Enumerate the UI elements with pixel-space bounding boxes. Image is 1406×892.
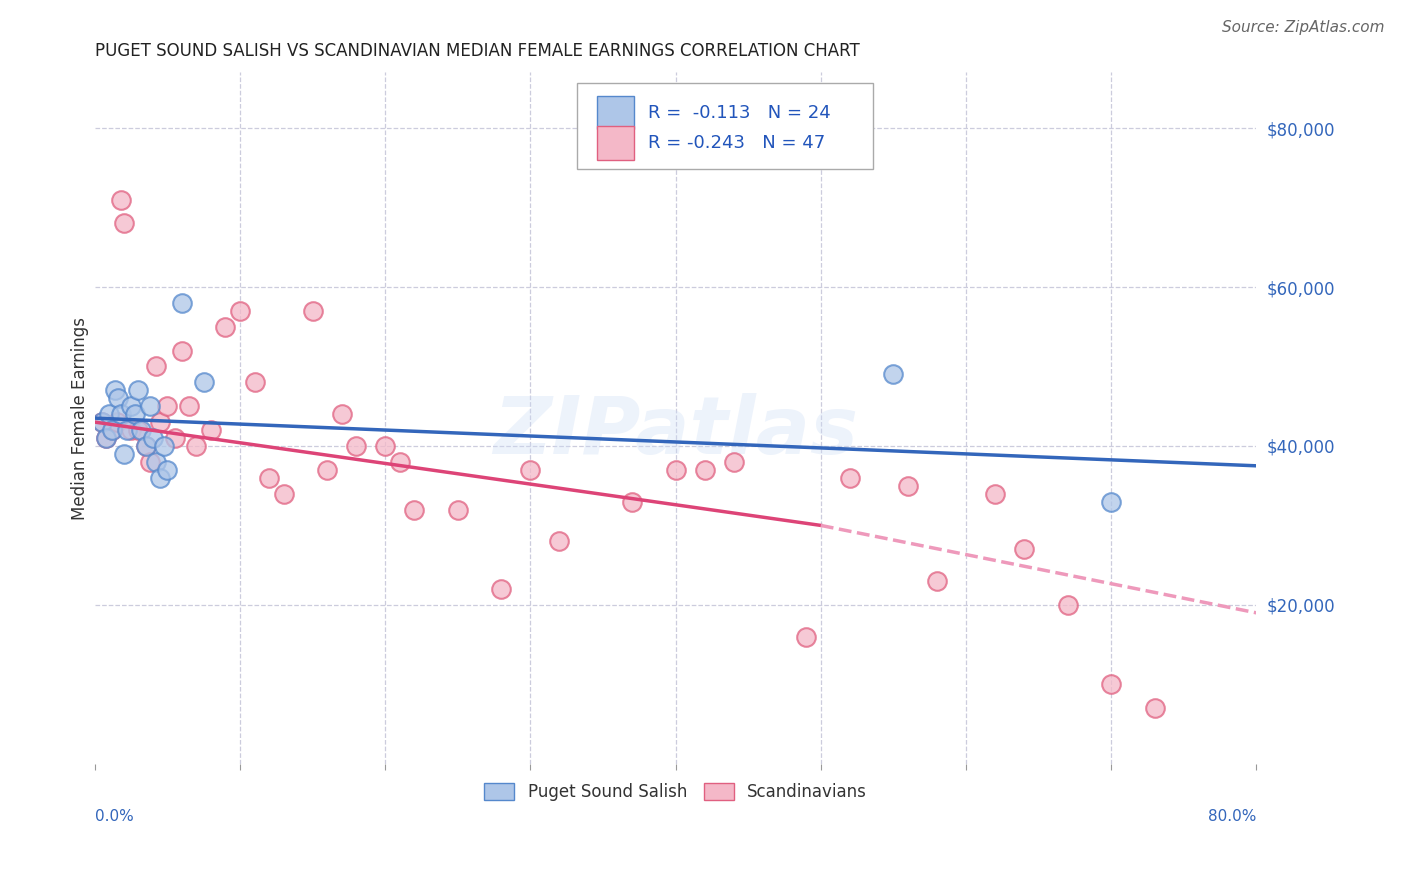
Point <box>127 384 149 398</box>
Text: Source: ZipAtlas.com: Source: ZipAtlas.com <box>1222 20 1385 35</box>
Point <box>163 431 186 445</box>
FancyBboxPatch shape <box>596 96 634 129</box>
Point <box>124 407 146 421</box>
Point <box>170 343 193 358</box>
Point <box>1099 494 1122 508</box>
Y-axis label: Median Female Earnings: Median Female Earnings <box>72 317 89 520</box>
Point <box>200 423 222 437</box>
Point <box>91 415 114 429</box>
Point <box>794 630 817 644</box>
Point <box>330 407 353 421</box>
Point <box>145 359 167 374</box>
Point <box>447 502 470 516</box>
Point <box>101 423 124 437</box>
Point <box>142 431 165 445</box>
Text: R =  -0.113   N = 24: R = -0.113 N = 24 <box>648 103 831 121</box>
Point <box>120 399 142 413</box>
Point <box>723 455 745 469</box>
Point <box>1099 677 1122 691</box>
Point <box>548 534 571 549</box>
Point <box>186 439 208 453</box>
Point <box>838 471 860 485</box>
Point <box>135 439 157 453</box>
Point <box>257 471 280 485</box>
Text: 0.0%: 0.0% <box>94 809 134 824</box>
FancyBboxPatch shape <box>596 127 634 160</box>
Point <box>104 384 127 398</box>
Point <box>1012 542 1035 557</box>
Point <box>693 463 716 477</box>
Point <box>1056 598 1078 612</box>
Point <box>107 391 129 405</box>
Point <box>273 486 295 500</box>
Point <box>374 439 396 453</box>
Point <box>621 494 644 508</box>
Point <box>301 303 323 318</box>
Point <box>243 376 266 390</box>
Point <box>110 407 132 421</box>
Text: PUGET SOUND SALISH VS SCANDINAVIAN MEDIAN FEMALE EARNINGS CORRELATION CHART: PUGET SOUND SALISH VS SCANDINAVIAN MEDIA… <box>94 42 859 60</box>
Point <box>91 415 114 429</box>
Point <box>665 463 688 477</box>
Point <box>156 463 179 477</box>
Point <box>105 415 128 429</box>
Point <box>112 447 135 461</box>
Point <box>897 478 920 492</box>
Text: R = -0.243   N = 47: R = -0.243 N = 47 <box>648 134 825 152</box>
FancyBboxPatch shape <box>576 83 873 169</box>
Point <box>882 368 904 382</box>
Point <box>193 376 215 390</box>
Point <box>229 303 252 318</box>
Point <box>145 455 167 469</box>
Legend: Puget Sound Salish, Scandinavians: Puget Sound Salish, Scandinavians <box>478 776 873 807</box>
Point <box>925 574 948 588</box>
Point <box>388 455 411 469</box>
Point <box>139 455 162 469</box>
Point <box>115 423 138 437</box>
Point <box>101 423 124 437</box>
Point <box>98 407 121 421</box>
Point <box>110 193 132 207</box>
Point <box>491 582 513 596</box>
Point <box>214 319 236 334</box>
Point <box>153 439 176 453</box>
Point <box>96 431 118 445</box>
Point <box>156 399 179 413</box>
Point <box>149 471 172 485</box>
Point <box>316 463 339 477</box>
Point <box>135 439 157 453</box>
Point <box>127 423 149 437</box>
Point <box>1143 701 1166 715</box>
Point <box>984 486 1007 500</box>
Point <box>170 296 193 310</box>
Point <box>404 502 426 516</box>
Text: 80.0%: 80.0% <box>1208 809 1257 824</box>
Point <box>120 423 142 437</box>
Point <box>112 216 135 230</box>
Point <box>129 423 152 437</box>
Point <box>179 399 201 413</box>
Text: ZIPatlas: ZIPatlas <box>494 393 858 471</box>
Point <box>344 439 367 453</box>
Point <box>139 399 162 413</box>
Point <box>519 463 541 477</box>
Point <box>96 431 118 445</box>
Point <box>149 415 172 429</box>
